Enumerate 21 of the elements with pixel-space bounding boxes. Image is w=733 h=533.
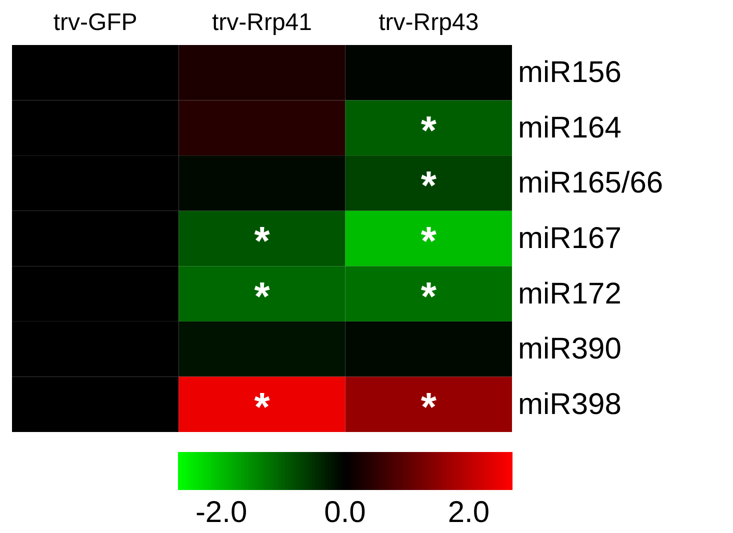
data-label: *	[420, 274, 437, 319]
data-label: *	[254, 220, 270, 264]
x-tick-label: trv-GFP	[53, 9, 138, 36]
y-tick-label: miR390	[518, 332, 622, 366]
x-tick-label: trv-Rrp41	[212, 9, 312, 36]
y-tick-label: miR172	[518, 277, 622, 310]
y-tick-label: miR164	[518, 111, 622, 144]
color-bar-label: -2.0	[195, 496, 248, 529]
color-bar-label: 0.0	[324, 496, 366, 529]
data-label: *	[420, 164, 437, 208]
data-label: *	[420, 220, 437, 264]
data-label: *	[420, 108, 437, 153]
x-tick-label: trv-Rrp43	[378, 9, 479, 36]
color-bar-label: 2.0	[448, 496, 490, 529]
data-label: *	[254, 385, 270, 430]
y-tick-label: miR398	[518, 388, 622, 421]
y-tick-label: miR165/66	[518, 166, 664, 200]
data-label: *	[254, 274, 270, 319]
data-label: *	[420, 385, 437, 430]
y-tick-label: miR156	[518, 56, 622, 90]
y-tick-label: miR167	[518, 222, 622, 255]
